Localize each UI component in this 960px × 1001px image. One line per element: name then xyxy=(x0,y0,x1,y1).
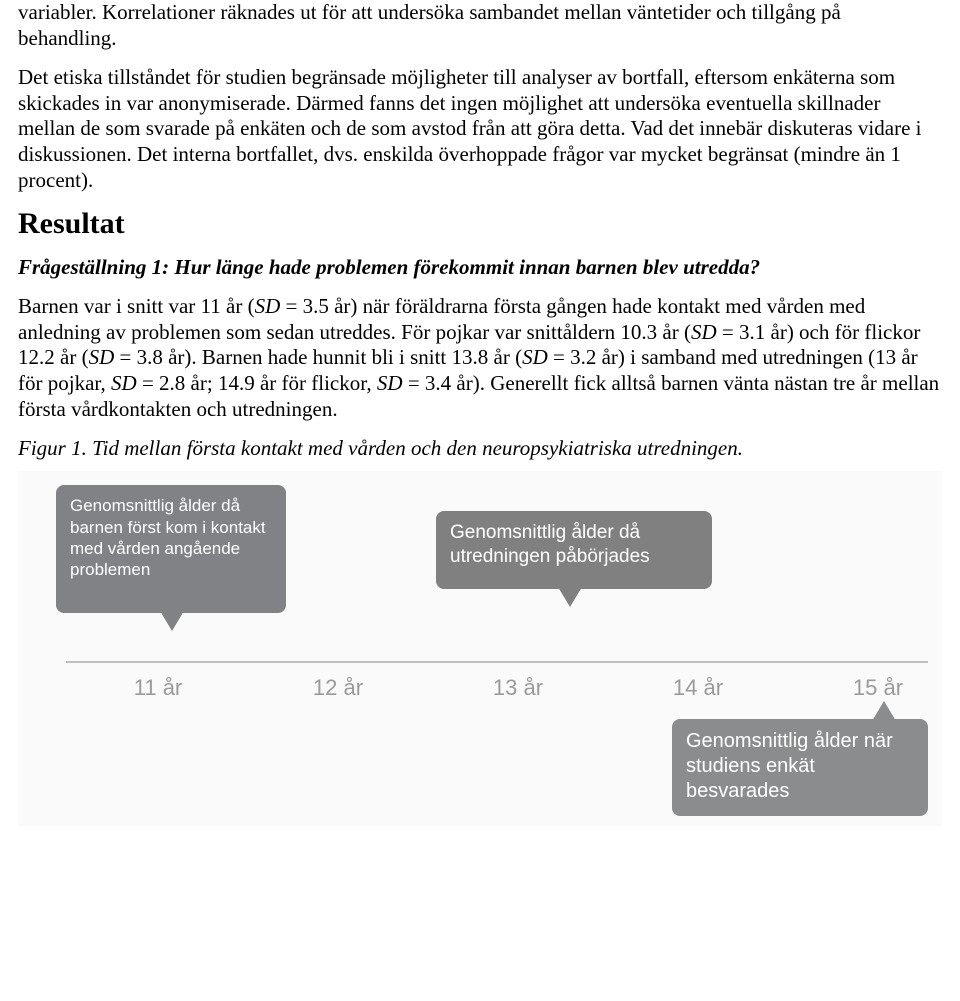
paragraph-results: Barnen var i snitt var 11 år (SD = 3.5 å… xyxy=(18,294,942,422)
timeline-tick-label: 13 år xyxy=(493,675,543,701)
sd-abbrev: SD xyxy=(111,371,137,395)
timeline-tick-label: 14 år xyxy=(673,675,723,701)
callout-tail xyxy=(160,611,184,631)
heading-resultat: Resultat xyxy=(18,207,942,241)
sd-abbrev: SD xyxy=(89,345,115,369)
timeline-axis xyxy=(66,661,928,663)
callout-survey-answered: Genomsnittlig ålder när studiens enkät b… xyxy=(672,719,928,816)
text-run: = 3.8 år). Barnen hade hunnit bli i snit… xyxy=(114,345,522,369)
paragraph-intro-1: variabler. Korrelationer räknades ut för… xyxy=(18,0,942,51)
sd-abbrev: SD xyxy=(522,345,548,369)
figure-caption: Figur 1. Tid mellan första kontakt med v… xyxy=(18,436,942,461)
page: variabler. Korrelationer räknades ut för… xyxy=(0,0,960,826)
heading-question-1: Frågeställning 1: Hur länge hade problem… xyxy=(18,255,942,280)
callout-assessment-start: Genomsnittlig ålder då utredningen påbör… xyxy=(436,511,712,589)
sd-abbrev: SD xyxy=(377,371,403,395)
callout-first-contact: Genomsnittlig ålder då barnen först kom … xyxy=(56,485,286,613)
timeline-tick-label: 11 år xyxy=(134,675,183,701)
text-run: = 2.8 år; 14.9 år för flickor, xyxy=(137,371,377,395)
text-run: Barnen var i snitt var 11 år ( xyxy=(18,294,255,318)
figure-label: Figur 1 xyxy=(18,436,82,460)
sd-abbrev: SD xyxy=(255,294,281,318)
paragraph-intro-2: Det etiska tillståndet för studien begrä… xyxy=(18,65,942,193)
callout-tail xyxy=(872,701,896,721)
figure-caption-text: . Tid mellan första kontakt med vården o… xyxy=(82,436,743,460)
figure-timeline: 11 år 12 år 13 år 14 år 15 år Genomsnittlig å… xyxy=(18,471,942,826)
timeline-tick-label: 15 år xyxy=(853,675,903,701)
timeline-tick-label: 12 år xyxy=(313,675,363,701)
sd-abbrev: SD xyxy=(691,320,717,344)
callout-tail xyxy=(558,587,582,607)
